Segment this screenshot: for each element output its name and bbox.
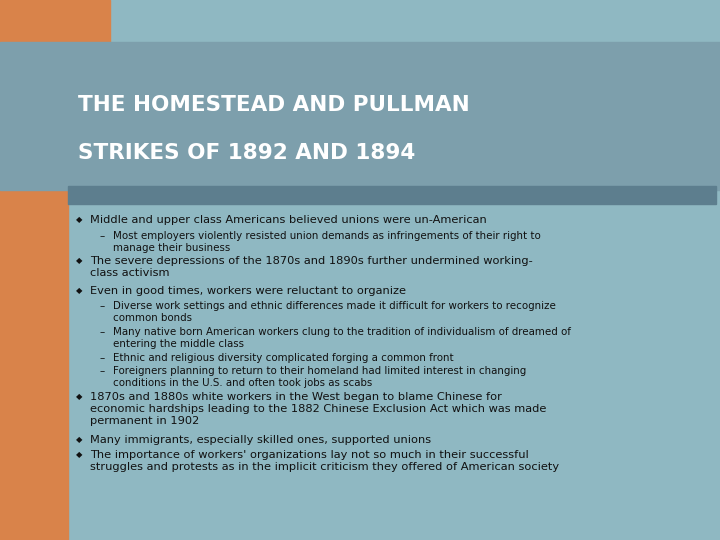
Text: ◆: ◆ <box>76 256 83 265</box>
Text: The severe depressions of the 1870s and 1890s further undermined working-
class : The severe depressions of the 1870s and … <box>90 256 533 278</box>
Text: –: – <box>100 301 105 312</box>
Text: Many immigrants, especially skilled ones, supported unions: Many immigrants, especially skilled ones… <box>90 435 431 444</box>
Text: –: – <box>100 327 105 337</box>
Text: 1870s and 1880s white workers in the West began to blame Chinese for
economic ha: 1870s and 1880s white workers in the Wes… <box>90 392 546 426</box>
Text: Even in good times, workers were reluctant to organize: Even in good times, workers were relucta… <box>90 286 406 296</box>
Text: –: – <box>100 353 105 363</box>
Bar <box>0 0 110 155</box>
Text: ◆: ◆ <box>76 450 83 460</box>
Bar <box>0 42 720 190</box>
Text: ◆: ◆ <box>76 435 83 444</box>
Text: Ethnic and religious diversity complicated forging a common front: Ethnic and religious diversity complicat… <box>113 353 454 363</box>
Text: THE HOMESTEAD AND PULLMAN: THE HOMESTEAD AND PULLMAN <box>78 95 469 115</box>
Text: ◆: ◆ <box>76 286 83 295</box>
Text: The importance of workers' organizations lay not so much in their successful
str: The importance of workers' organizations… <box>90 450 559 472</box>
Text: ◆: ◆ <box>76 392 83 401</box>
Text: Most employers violently resisted union demands as infringements of their right : Most employers violently resisted union … <box>113 231 541 253</box>
Text: ◆: ◆ <box>76 215 83 224</box>
Text: Middle and upper class Americans believed unions were un-American: Middle and upper class Americans believe… <box>90 215 487 225</box>
Text: STRIKES OF 1892 AND 1894: STRIKES OF 1892 AND 1894 <box>78 143 415 163</box>
Text: Many native born American workers clung to the tradition of individualism of dre: Many native born American workers clung … <box>113 327 571 349</box>
Text: Diverse work settings and ethnic differences made it difficult for workers to re: Diverse work settings and ethnic differe… <box>113 301 556 323</box>
Text: –: – <box>100 366 105 376</box>
Text: –: – <box>100 231 105 241</box>
Text: Foreigners planning to return to their homeland had limited interest in changing: Foreigners planning to return to their h… <box>113 366 526 388</box>
Bar <box>68 186 716 204</box>
Bar <box>0 155 68 540</box>
